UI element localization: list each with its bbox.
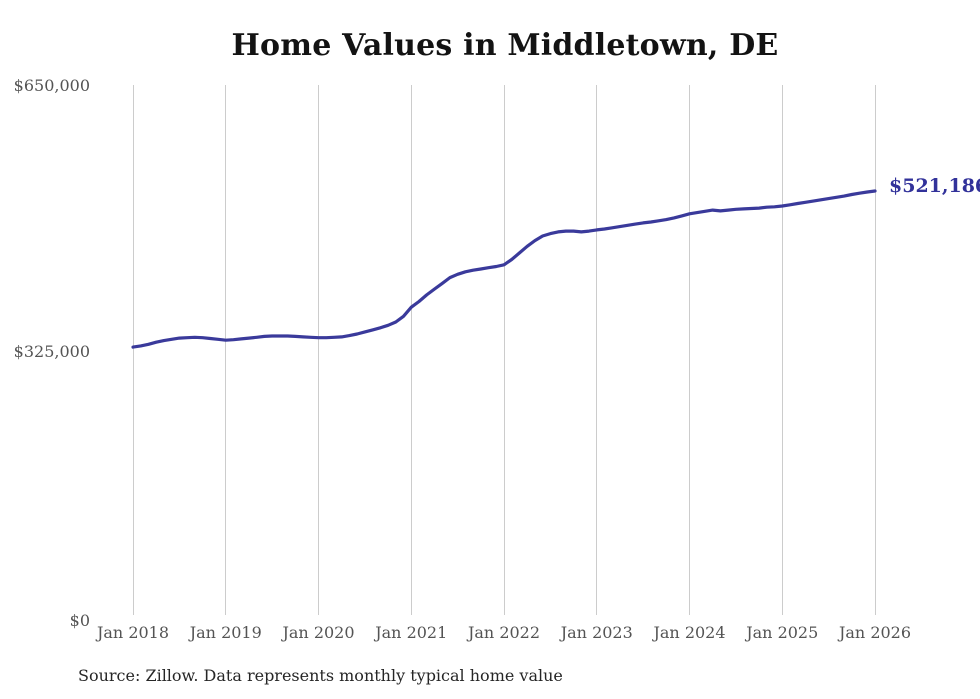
chart-title: Home Values in Middletown, DE (231, 28, 779, 63)
x-axis-tick-label: Jan 2022 (467, 623, 541, 642)
gridline-jan-2018 (132, 85, 134, 615)
source-note: Source: Zillow. Data represents monthly … (78, 666, 563, 685)
y-axis-tick-label-0: $0 (69, 611, 90, 630)
x-axis-tick-label: Jan 2023 (560, 623, 633, 642)
gridline-jan-2019 (225, 85, 227, 615)
x-axis-tick-label: Jan 2026 (838, 623, 912, 642)
gridline-jan-2020 (318, 85, 319, 615)
gridline-jan-2025 (781, 85, 783, 615)
x-axis-tick-label: Jan 2019 (189, 623, 262, 642)
y-axis-tick-label-650000: $650,000 (13, 76, 90, 95)
gridline-jan-2021 (410, 85, 412, 615)
series-end-value-label: $521,186 (889, 175, 980, 197)
x-axis-tick-label: Jan 2018 (96, 623, 170, 642)
x-axis-tick-label: Jan 2025 (746, 623, 819, 642)
x-axis-tick-label: Jan 2021 (375, 623, 448, 642)
y-axis-tick-label-325000: $325,000 (13, 342, 90, 361)
gridline-jan-2023 (596, 85, 598, 615)
gridline-jan-2024 (689, 85, 690, 615)
gridline-jan-2022 (503, 85, 505, 615)
x-axis-tick-label: Jan 2020 (282, 623, 355, 642)
x-axis-tick-label: Jan 2024 (653, 623, 726, 642)
gridline-jan-2026 (874, 85, 876, 615)
